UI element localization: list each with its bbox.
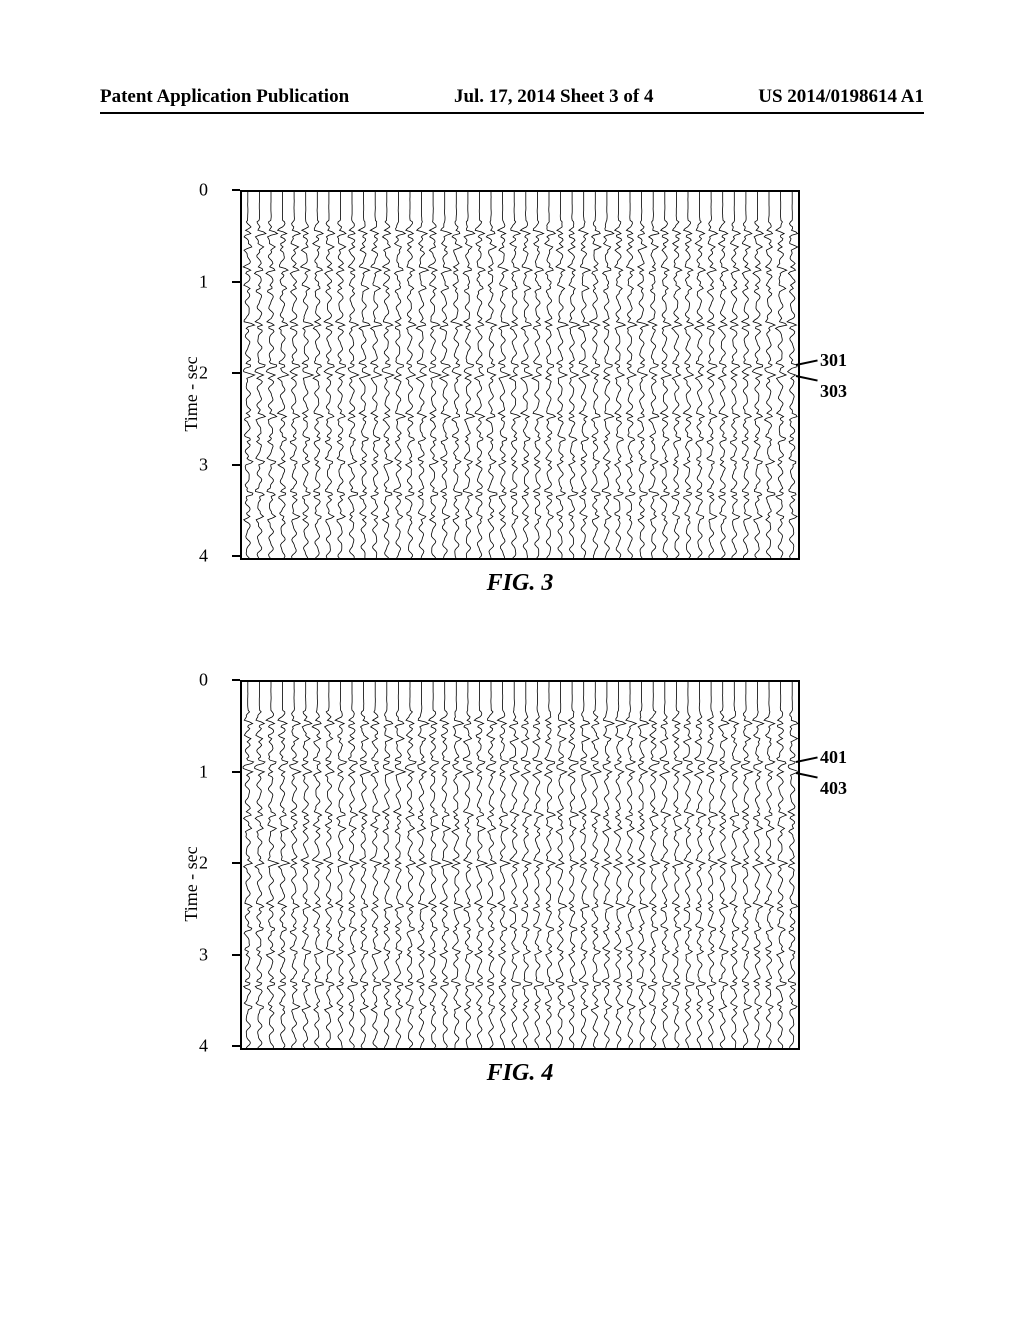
ytick-mark <box>232 189 240 191</box>
ytick-label: 0 <box>188 670 208 691</box>
ytick-label: 3 <box>188 944 208 965</box>
ytick-label: 3 <box>188 454 208 475</box>
ytick-label: 4 <box>188 546 208 567</box>
figure-4: Time - sec 01234 401403 FIG. 4 <box>170 680 854 1087</box>
ytick-mark <box>232 862 240 864</box>
fig4-yticks: 01234 <box>210 680 240 1050</box>
ytick-label: 1 <box>188 271 208 292</box>
fig3-caption: FIG. 3 <box>240 570 800 597</box>
header-right: US 2014/0198614 A1 <box>758 86 924 108</box>
ytick-mark <box>232 954 240 956</box>
fig4-plot-area <box>240 680 800 1050</box>
ytick-mark <box>232 555 240 557</box>
fig3-yticks: 01234 <box>210 190 240 560</box>
header-center: Jul. 17, 2014 Sheet 3 of 4 <box>454 86 654 108</box>
fig3-seismic-traces <box>242 192 798 558</box>
ytick-mark <box>232 372 240 374</box>
ytick-label: 2 <box>188 853 208 874</box>
callout-label-303: 303 <box>820 381 847 402</box>
fig4-seismic-traces <box>242 682 798 1048</box>
ytick-label: 0 <box>188 180 208 201</box>
callout-label-401: 401 <box>820 747 847 768</box>
ytick-mark <box>232 1045 240 1047</box>
page-header: Patent Application Publication Jul. 17, … <box>100 86 924 108</box>
ytick-mark <box>232 281 240 283</box>
callout-label-301: 301 <box>820 350 847 371</box>
callout-label-403: 403 <box>820 778 847 799</box>
page: Patent Application Publication Jul. 17, … <box>0 0 1024 1320</box>
fig3-plot-area <box>240 190 800 560</box>
header-rule <box>100 112 924 114</box>
ytick-mark <box>232 771 240 773</box>
ytick-label: 4 <box>188 1036 208 1057</box>
figure-3: Time - sec 01234 301303 FIG. 3 <box>170 190 854 597</box>
fig4-caption: FIG. 4 <box>240 1060 800 1087</box>
ytick-label: 2 <box>188 363 208 384</box>
ytick-mark <box>232 679 240 681</box>
ytick-mark <box>232 464 240 466</box>
header-left: Patent Application Publication <box>100 86 349 108</box>
ytick-label: 1 <box>188 761 208 782</box>
